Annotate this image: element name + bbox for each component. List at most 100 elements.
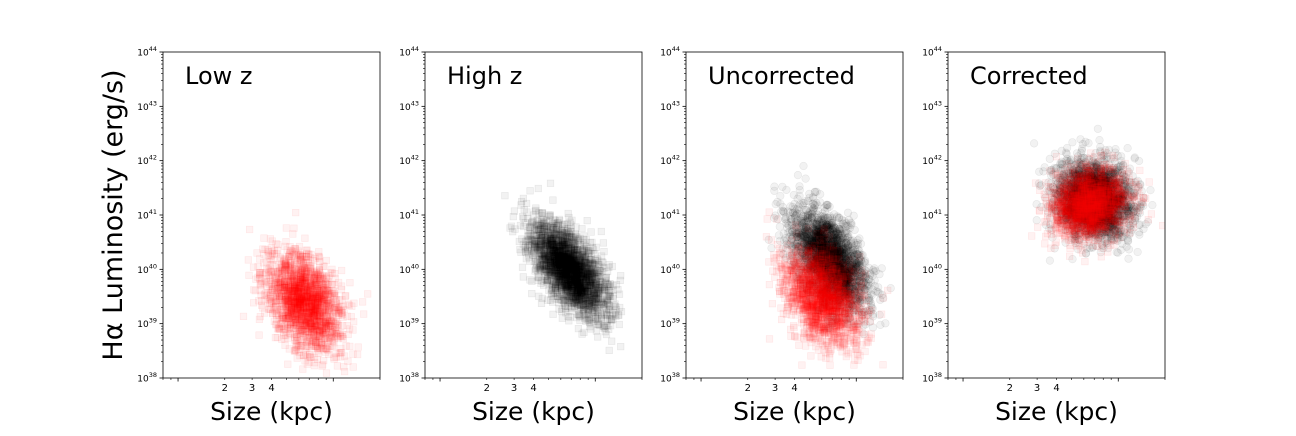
data-point [576,263,583,270]
data-point [347,279,354,286]
data-point [322,306,329,313]
data-point [292,267,299,274]
data-point [563,310,570,317]
y-tick-label: 1042 [399,154,419,168]
data-point [341,368,348,375]
data-point [550,244,557,251]
data-point [245,257,252,264]
data-point [550,311,557,318]
y-tick-label: 1043 [399,99,419,113]
data-point [307,351,314,358]
data-point [567,276,574,283]
data-point [314,356,321,363]
data-point [539,278,546,285]
series-1 [240,209,371,376]
data-point [355,344,362,351]
y-tick-label: 1044 [137,45,157,59]
data-point [323,289,330,296]
data-point [326,273,333,280]
data-point [300,276,307,283]
x-tick-label: 3 [249,383,255,394]
data-point [601,283,608,290]
data-point [536,293,543,300]
data-point [304,339,311,346]
data-point [579,295,586,302]
x-tick-label: 4 [268,383,274,394]
data-point [261,235,268,242]
data-point [292,317,299,324]
data-point [328,324,335,331]
data-point [511,208,518,215]
data-point [351,300,358,307]
data-point [507,225,514,232]
data-point [299,316,306,323]
data-point [588,229,595,236]
data-point [598,228,605,235]
data-point [563,260,570,267]
data-point [270,286,277,293]
data-point [359,299,366,306]
y-tick-label: 1044 [399,45,419,59]
data-point [285,361,292,368]
panel-title: High z [447,62,522,90]
data-point [617,277,624,284]
data-point [267,236,274,243]
data-point [250,264,257,271]
scatter-points [502,180,625,354]
data-point [606,264,613,271]
data-point [302,235,309,242]
data-point [313,295,320,302]
data-point [602,316,609,323]
data-point [277,292,284,299]
data-point [616,291,623,298]
data-point [257,269,264,276]
data-point [581,329,588,336]
data-point [294,306,301,313]
x-tick-label: 2 [222,383,228,394]
y-tick-label: 1039 [399,317,419,331]
data-point [594,309,601,316]
data-point [274,334,281,341]
data-point [250,287,257,294]
data-point [294,342,301,349]
data-point [575,271,582,278]
data-point [608,338,615,345]
data-point [502,192,509,199]
data-point [549,221,556,228]
data-point [260,260,267,267]
data-point [802,175,810,183]
data-point [597,269,604,276]
data-point [568,225,575,232]
data-point [538,300,545,307]
data-point [240,313,247,320]
data-point [284,309,291,316]
data-point [566,214,573,221]
y-tick-label: 1038 [137,371,157,385]
data-point [310,309,317,316]
data-point [570,263,577,270]
x-tick-label: 3 [511,383,517,394]
data-point [594,288,601,295]
data-point [313,343,320,350]
data-point [322,345,329,352]
y-tick-label: 1040 [137,262,157,276]
x-axis-label: Size (kpc) [210,397,333,426]
scatter-points [240,209,371,376]
data-point [525,233,532,240]
data-point [527,223,534,230]
data-point [566,318,573,325]
data-point [571,247,578,254]
data-point [343,343,350,350]
y-tick-label: 1041 [399,208,419,222]
y-tick-label: 1040 [399,262,419,276]
data-point [286,346,293,353]
data-point [551,267,558,274]
data-point [618,308,625,315]
